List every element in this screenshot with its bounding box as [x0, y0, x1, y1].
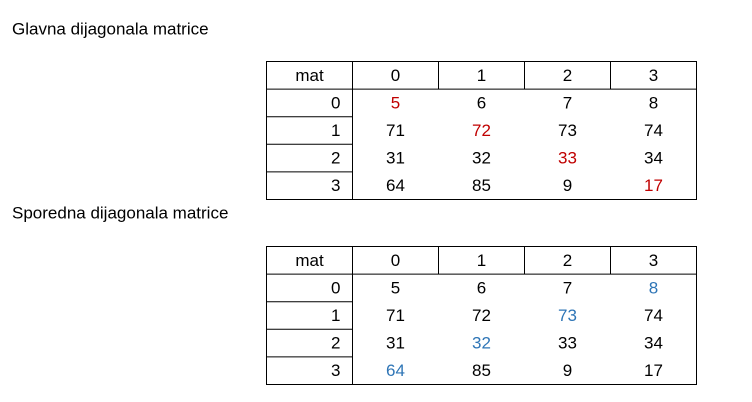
cell: 17 [644, 361, 663, 380]
section-title: Glavna dijagonala matrice [12, 19, 209, 38]
header-cell: 1 [477, 251, 486, 270]
highlighted-cell: 5 [391, 93, 400, 112]
cell: 31 [386, 334, 405, 353]
cell: 9 [563, 176, 572, 195]
row-label: 0 [331, 93, 340, 112]
cell: 8 [649, 93, 658, 112]
cell: 6 [477, 93, 486, 112]
cell: 7 [563, 93, 572, 112]
cell: 71 [386, 306, 405, 325]
header-cell: 2 [563, 66, 572, 85]
cell: 72 [472, 306, 491, 325]
cell: 74 [644, 306, 663, 325]
header-cell: mat [295, 66, 324, 85]
highlighted-cell: 17 [644, 176, 663, 195]
cell: 34 [644, 334, 663, 353]
cell: 34 [644, 149, 663, 168]
header-cell: 1 [477, 66, 486, 85]
highlighted-cell: 72 [472, 121, 491, 140]
header-cell: 3 [649, 66, 658, 85]
table-border [266, 61, 697, 200]
cell: 9 [563, 361, 572, 380]
cell: 5 [391, 278, 400, 297]
table-border [266, 246, 697, 385]
highlighted-cell: 32 [472, 334, 491, 353]
header-cell: mat [295, 251, 324, 270]
highlighted-cell: 33 [558, 149, 577, 168]
cell: 33 [558, 334, 577, 353]
row-label: 2 [331, 334, 340, 353]
row-label: 3 [331, 176, 340, 195]
header-cell: 2 [563, 251, 572, 270]
cell: 71 [386, 121, 405, 140]
header-cell: 3 [649, 251, 658, 270]
highlighted-cell: 8 [649, 278, 658, 297]
cell: 31 [386, 149, 405, 168]
header-cell: 0 [391, 251, 400, 270]
cell: 7 [563, 278, 572, 297]
section-title: Sporedna dijagonala matrice [12, 203, 228, 222]
row-label: 2 [331, 149, 340, 168]
cell: 85 [472, 361, 491, 380]
row-label: 0 [331, 278, 340, 297]
cell: 6 [477, 278, 486, 297]
row-label: 1 [331, 306, 340, 325]
header-cell: 0 [391, 66, 400, 85]
row-label: 3 [331, 361, 340, 380]
cell: 64 [386, 176, 405, 195]
cell: 85 [472, 176, 491, 195]
highlighted-cell: 73 [558, 306, 577, 325]
cell: 73 [558, 121, 577, 140]
cell: 32 [472, 149, 491, 168]
cell: 74 [644, 121, 663, 140]
row-label: 1 [331, 121, 340, 140]
highlighted-cell: 64 [386, 361, 405, 380]
